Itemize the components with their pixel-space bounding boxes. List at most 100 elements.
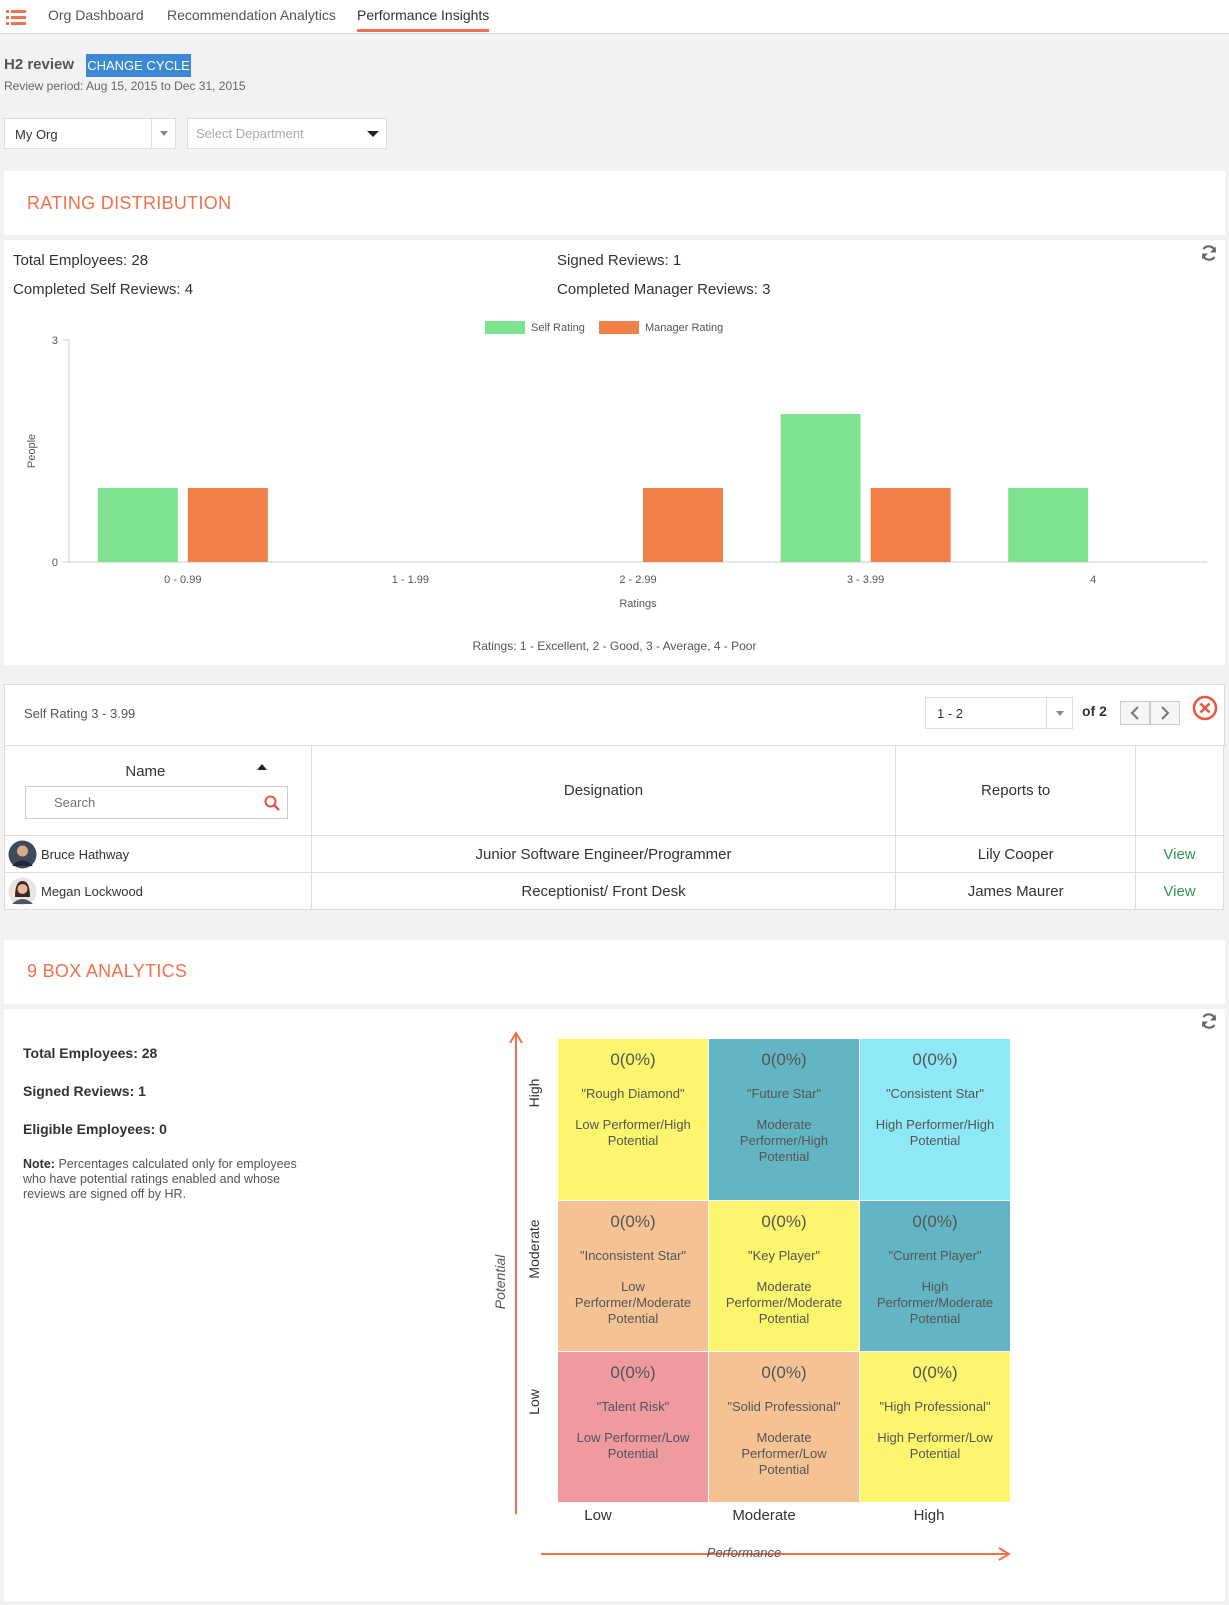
cell-count: 0(0%)	[761, 1363, 807, 1382]
col-label-low: Low	[584, 1507, 612, 1524]
nine-box-cell-current-player[interactable]: 0(0%) "Current Player" High Performer/Mode…	[860, 1201, 1010, 1351]
cell-description: High Performer/Moderate Potential	[876, 1279, 994, 1326]
bar-manager-rating	[643, 488, 723, 562]
prev-page-button[interactable]	[1120, 701, 1150, 725]
signed-reviews-stat: Signed Reviews: 1	[557, 252, 682, 269]
nine-box-total-employees: Total Employees: 28	[23, 1045, 158, 1061]
nine-box-cell-rough-diamond[interactable]: 0(0%) "Rough Diamond" Low Performer/High P…	[558, 1039, 708, 1200]
name-search	[25, 786, 288, 819]
name-column-header[interactable]: Name	[4, 745, 312, 836]
note-text: Percentages calculated only for employee…	[23, 1157, 297, 1201]
performance-axis-label: Performance	[706, 1545, 782, 1560]
review-period: Review period: Aug 15, 2015 to Dec 31, 2…	[4, 79, 246, 93]
bar-self-rating	[780, 414, 861, 562]
x-tick-label: 0 - 0.99	[164, 574, 201, 586]
nine-box-cell-future-star[interactable]: 0(0%) "Future Star" Moderate Performer/Hig…	[709, 1039, 859, 1200]
bar-self-rating	[1008, 488, 1089, 562]
legend-swatch	[485, 321, 525, 334]
row-label-moderate: Moderate	[526, 1219, 542, 1279]
cell-count: 0(0%)	[912, 1212, 958, 1231]
rating-distribution-header: RATING DISTRIBUTION	[4, 171, 1225, 235]
cell-title: "Solid Professional"	[727, 1399, 841, 1414]
cell-description: Low Performer/Low Potential	[576, 1430, 690, 1461]
cell-count: 0(0%)	[912, 1363, 958, 1382]
col-label-high: High	[913, 1507, 945, 1524]
nine-box-cell-talent-risk[interactable]: 0(0%) "Talent Risk" Low Performer/Low Pote…	[558, 1352, 708, 1502]
designation-cell: Receptionist/ Front Desk	[310, 872, 897, 910]
cell-description: Moderate Performer/Low Potential	[741, 1430, 827, 1477]
rating-distribution-title: RATING DISTRIBUTION	[27, 193, 232, 213]
nine-box-signed-reviews: Signed Reviews: 1	[23, 1083, 146, 1099]
tab-recommendation-analytics[interactable]: Recommendation Analytics	[167, 7, 336, 23]
nine-box-cell-inconsistent-star[interactable]: 0(0%) "Inconsistent Star" Low Performer/Mo…	[558, 1201, 708, 1351]
avatar	[8, 877, 37, 905]
cell-description: High Performer/Low Potential	[877, 1430, 993, 1461]
view-link[interactable]: View	[1163, 882, 1196, 900]
next-page-button[interactable]	[1150, 701, 1180, 725]
department-select[interactable]: Select Department	[187, 118, 387, 149]
nine-box-cell-consistent-star[interactable]: 0(0%) "Consistent Star" High Performer/Hig…	[860, 1039, 1010, 1200]
avatar	[8, 840, 37, 868]
note-label: Note:	[23, 1157, 55, 1171]
nine-box-grid: 0(0%) "Rough Diamond" Low Performer/High P…	[558, 1039, 1010, 1503]
cell-count: 0(0%)	[610, 1212, 656, 1231]
reports-to-cell: Lily Cooper	[895, 835, 1137, 873]
action-column-header	[1135, 745, 1224, 836]
ratings-legend-note: Ratings: 1 - Excellent, 2 - Good, 3 - Av…	[472, 639, 757, 653]
col-label-moderate: Moderate	[732, 1507, 796, 1524]
bar-self-rating	[97, 488, 178, 562]
nine-box-cell-high-professional[interactable]: 0(0%) "High Professional" High Performer/L…	[860, 1352, 1010, 1502]
caret-down-icon	[1056, 711, 1064, 716]
close-icon[interactable]	[1192, 695, 1218, 721]
nine-box-cell-solid-professional[interactable]: 0(0%) "Solid Professional" Moderate Perfor…	[709, 1352, 859, 1502]
drilldown-title: Self Rating 3 - 3.99	[24, 706, 136, 721]
employee-name: Bruce Hathway	[41, 846, 130, 862]
cell-count: 0(0%)	[610, 1363, 656, 1382]
tab-org-dashboard[interactable]: Org Dashboard	[48, 7, 144, 23]
cell-description: Low Performer/High Potential	[575, 1117, 691, 1148]
total-employees-stat: Total Employees: 28	[13, 252, 149, 269]
name-search-input[interactable]	[44, 787, 269, 818]
cell-count: 0(0%)	[761, 1212, 807, 1231]
designation-column-label: Designation	[563, 782, 644, 799]
bar-manager-rating	[187, 488, 268, 562]
cell-count: 0(0%)	[761, 1050, 807, 1069]
cell-description: Moderate Performer/High Potential	[739, 1117, 829, 1164]
nine-box-cell-key-player[interactable]: 0(0%) "Key Player" Moderate Performer/Mode…	[709, 1201, 859, 1351]
view-cell: View	[1135, 872, 1224, 910]
nine-box-eligible-employees: Eligible Employees: 0	[23, 1121, 167, 1137]
pager-select[interactable]: 1 - 2	[925, 697, 1073, 729]
refresh-icon[interactable]	[1200, 244, 1218, 262]
name-cell: Megan Lockwood	[4, 872, 312, 910]
pager-toggle[interactable]	[1046, 698, 1072, 728]
sort-ascending-icon[interactable]	[256, 763, 268, 771]
view-link[interactable]: View	[1163, 845, 1196, 863]
chevron-left-icon	[1130, 706, 1139, 720]
tab-performance-insights[interactable]: Performance Insights	[357, 7, 490, 32]
search-icon[interactable]	[264, 795, 280, 811]
employee-table: Name Designation Reports to Bruce Hathwa…	[4, 745, 1224, 910]
x-tick-label: 2 - 2.99	[619, 574, 656, 586]
y-axis-label: People	[26, 434, 38, 468]
designation-text: Receptionist/ Front Desk	[521, 882, 686, 900]
cell-description: Low Performer/Moderate Potential	[574, 1279, 692, 1326]
org-select-toggle[interactable]	[151, 119, 175, 148]
potential-axis-label: Potential	[492, 1254, 508, 1310]
potential-axis-arrow	[509, 1031, 523, 1044]
performance-axis-arrow	[998, 1547, 1011, 1561]
x-axis-label: Ratings	[619, 598, 657, 610]
name-column-label: Name	[125, 763, 166, 780]
bar-manager-rating	[870, 488, 951, 562]
org-select[interactable]: My Org	[4, 118, 176, 149]
org-select-value: My Org	[15, 127, 58, 142]
designation-cell: Junior Software Engineer/Programmer	[310, 835, 897, 873]
completed-self-reviews-stat: Completed Self Reviews: 4	[13, 281, 194, 298]
cell-count: 0(0%)	[912, 1050, 958, 1069]
change-cycle-button[interactable]: CHANGE CYCLE	[86, 54, 191, 77]
table-row: Bruce Hathway Junior Software Engineer/P…	[4, 835, 1224, 873]
cell-title: "Future Star"	[746, 1086, 822, 1101]
menu-icon[interactable]	[6, 9, 26, 25]
table-row: Megan Lockwood Receptionist/ Front Desk …	[4, 872, 1224, 910]
refresh-icon[interactable]	[1200, 1012, 1218, 1030]
x-tick-label: 4	[1090, 574, 1096, 586]
